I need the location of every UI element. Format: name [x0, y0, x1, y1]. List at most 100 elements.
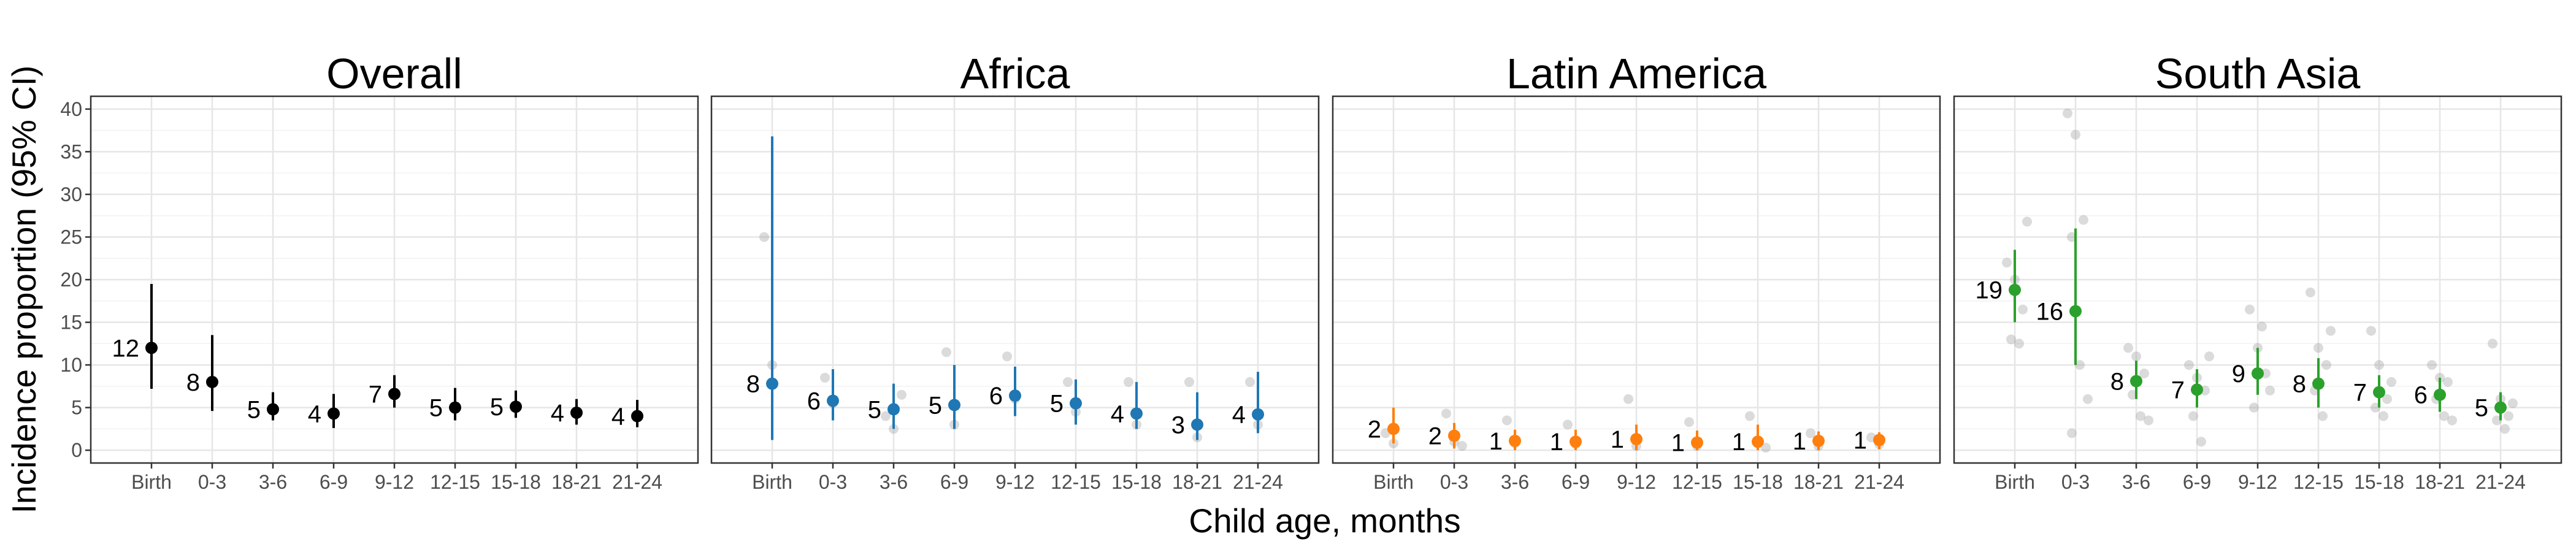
estimate-point — [145, 342, 158, 354]
estimate-point — [631, 410, 643, 423]
study-point — [1245, 377, 1255, 387]
estimate-point — [1570, 435, 1582, 448]
study-point — [2188, 411, 2198, 421]
y-tick-label: 30 — [60, 183, 82, 205]
estimate-label: 3 — [1171, 411, 1185, 438]
x-tick-label: 12-15 — [1051, 471, 1101, 493]
study-point — [2136, 411, 2145, 421]
estimate-label: 4 — [1111, 400, 1124, 427]
estimate-label: 12 — [112, 335, 140, 362]
study-point — [2083, 394, 2093, 404]
study-point — [1563, 419, 1573, 430]
x-tick-label: 12-15 — [430, 471, 480, 493]
estimate-label: 2 — [1428, 423, 1442, 450]
estimate-label: 1 — [1732, 429, 1746, 456]
study-point — [1745, 411, 1755, 421]
estimate-label: 8 — [2293, 371, 2306, 398]
facet-panel: South Asia Birth 0-3 3-6 6-9 9-12 12-15 15-18 18… — [1953, 50, 2563, 493]
y-tick-label: 0 — [71, 439, 82, 461]
x-tick-label: 21-24 — [2475, 471, 2526, 493]
study-point — [2382, 394, 2392, 404]
panel-title: Africa — [960, 50, 1070, 98]
study-point — [2500, 424, 2510, 434]
estimate-label: 1 — [1793, 428, 1806, 455]
estimate-label: 5 — [929, 392, 942, 419]
y-tick-label: 5 — [71, 397, 82, 419]
x-axis-title: Child age, months — [1189, 502, 1460, 540]
study-point — [2131, 351, 2141, 362]
panel-title: South Asia — [2155, 50, 2361, 98]
panel-title: Latin America — [1506, 50, 1766, 98]
study-point — [881, 411, 891, 421]
study-point — [1441, 408, 1451, 419]
estimate-point — [2191, 383, 2203, 396]
estimate-label: 5 — [1050, 391, 1064, 418]
study-point — [2067, 428, 2077, 438]
estimate-label: 4 — [611, 404, 625, 431]
estimate-label: 2 — [1368, 416, 1381, 443]
estimate-label: 7 — [2171, 377, 2185, 404]
x-tick-label: 0-3 — [1440, 471, 1468, 493]
estimate-label: 6 — [2414, 382, 2428, 409]
study-point — [2326, 326, 2336, 336]
estimate-label: 4 — [308, 400, 321, 427]
x-tick-label: 18-21 — [551, 471, 602, 493]
facet-panel: Overall 0 5 10 15 20 25 30 35 40 Birth 0-3 3-6 6-9 9-1… — [60, 50, 699, 493]
x-tick-label: 0-3 — [2061, 471, 2090, 493]
x-tick-label: 18-21 — [2415, 471, 2465, 493]
x-tick-label: 0-3 — [198, 471, 226, 493]
estimate-point — [1691, 436, 1703, 449]
y-tick-label: 20 — [60, 269, 82, 291]
estimate-point — [1252, 408, 1264, 421]
estimate-point — [2069, 305, 2082, 318]
study-point — [2144, 415, 2153, 426]
x-tick-label: 15-18 — [1111, 471, 1162, 493]
study-point — [2063, 108, 2072, 118]
x-tick-label: 3-6 — [259, 471, 287, 493]
study-point — [2079, 215, 2088, 225]
estimate-point — [206, 375, 218, 388]
x-tick-label: 18-21 — [1793, 471, 1844, 493]
y-tick-label: 25 — [60, 226, 82, 248]
x-tick-label: 9-12 — [2238, 471, 2277, 493]
study-point — [2439, 411, 2449, 421]
estimate-label: 6 — [989, 383, 1003, 410]
x-tick-label: Birth — [131, 471, 172, 493]
estimate-point — [1873, 434, 1885, 446]
x-tick-label: 3-6 — [1501, 471, 1529, 493]
x-tick-label: 9-12 — [995, 471, 1035, 493]
estimate-point — [1752, 435, 1764, 448]
study-point — [2504, 411, 2513, 421]
study-point — [820, 372, 830, 383]
study-point — [941, 347, 951, 358]
estimate-label: 8 — [746, 371, 760, 398]
study-point — [2196, 437, 2206, 447]
estimate-point — [388, 388, 401, 400]
estimate-point — [328, 407, 340, 420]
estimate-point — [2373, 386, 2385, 399]
x-tick-label: 21-24 — [1233, 471, 1283, 493]
x-tick-label: 21-24 — [1854, 471, 1904, 493]
estimate-label: 7 — [2353, 380, 2367, 407]
study-point — [2184, 360, 2194, 370]
estimate-point — [827, 394, 839, 407]
study-point — [2204, 351, 2214, 362]
panel-title: Overall — [326, 50, 462, 98]
study-point — [2257, 321, 2267, 332]
x-tick-label: 3-6 — [2122, 471, 2150, 493]
estimate-point — [510, 400, 522, 413]
estimate-label: 6 — [807, 388, 821, 415]
estimate-label: 5 — [2475, 395, 2488, 422]
study-point — [2488, 339, 2497, 349]
estimate-point — [1070, 397, 1082, 410]
x-tick-label: 18-21 — [1172, 471, 1222, 493]
study-point — [2508, 398, 2518, 408]
study-point — [2321, 360, 2331, 370]
estimate-label: 1 — [1853, 427, 1867, 454]
y-tick-label: 10 — [60, 354, 82, 376]
study-point — [1806, 428, 1815, 438]
study-point — [2022, 216, 2032, 227]
study-point — [1502, 415, 1512, 426]
estimate-label: 5 — [429, 395, 443, 422]
